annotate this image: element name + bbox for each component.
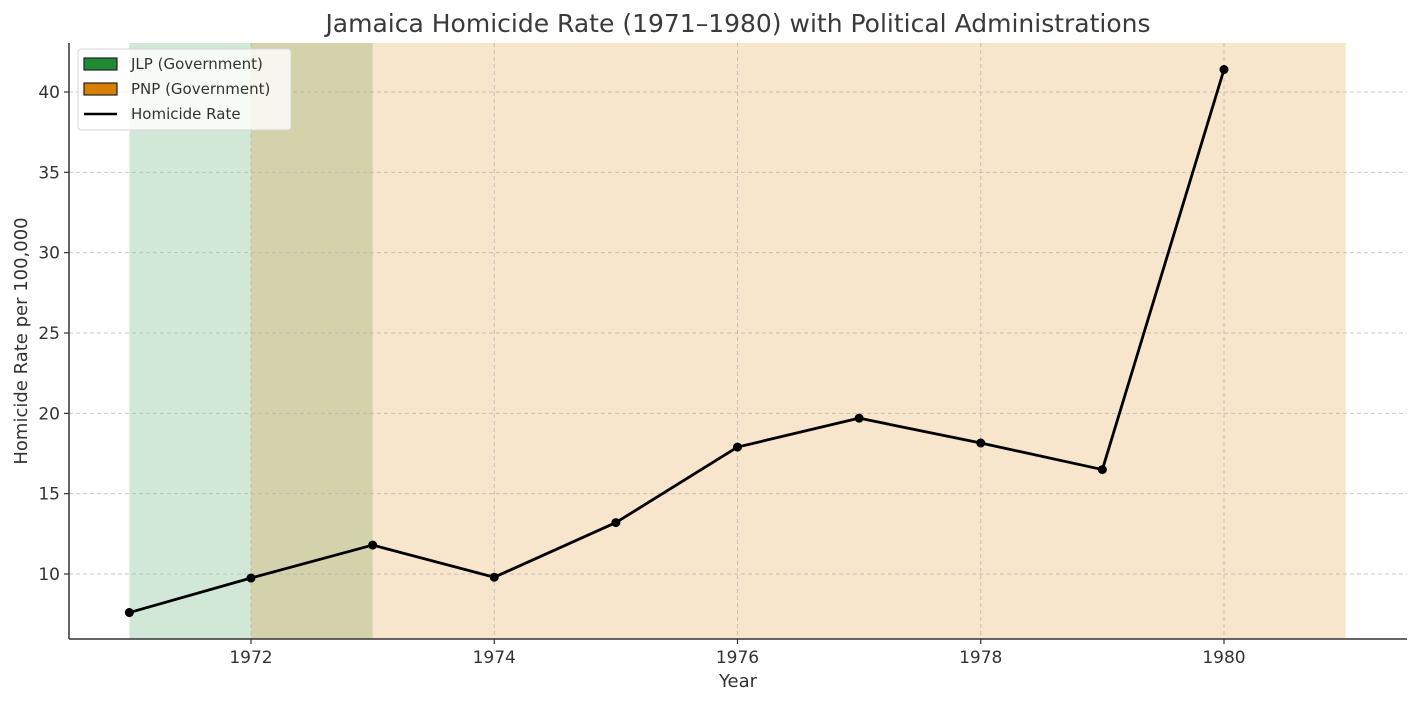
chart-title: Jamaica Homicide Rate (1971–1980) with P… bbox=[323, 9, 1150, 38]
legend-swatch-pnp bbox=[83, 82, 118, 96]
legend-label-homicide: Homicide Rate bbox=[131, 105, 241, 123]
legend-swatch-jlp bbox=[83, 57, 118, 71]
data-point bbox=[854, 413, 864, 423]
y-tick-label: 10 bbox=[38, 565, 60, 585]
data-point bbox=[124, 608, 134, 618]
y-tick-label: 40 bbox=[38, 83, 60, 103]
y-axis-label: Homicide Rate per 100,000 bbox=[11, 217, 32, 464]
x-tick-label: 1974 bbox=[473, 648, 516, 668]
y-tick-label: 20 bbox=[38, 404, 60, 424]
data-point bbox=[246, 573, 256, 583]
legend-label-jlp: JLP (Government) bbox=[130, 55, 263, 73]
y-tick-label: 30 bbox=[38, 244, 60, 264]
legend: JLP (Government) PNP (Government) Homici… bbox=[77, 48, 292, 131]
x-tick-label: 1976 bbox=[716, 648, 759, 668]
y-tick-label: 15 bbox=[38, 485, 60, 505]
x-axis-label: Year bbox=[718, 671, 758, 692]
grid-lines bbox=[69, 43, 1407, 639]
y-tick-label: 25 bbox=[38, 324, 60, 344]
data-point bbox=[1097, 465, 1107, 475]
data-point bbox=[733, 442, 742, 452]
legend-label-pnp: PNP (Government) bbox=[131, 80, 270, 98]
span-pnp bbox=[251, 43, 1346, 639]
x-tick-label: 1980 bbox=[1202, 648, 1245, 668]
x-tick-label: 1972 bbox=[229, 648, 272, 668]
data-point bbox=[976, 438, 986, 448]
data-point bbox=[611, 518, 621, 528]
axes: 10 15 20 25 30 35 40 1972 1974 1976 1978 1980 bbox=[38, 43, 1407, 668]
data-point bbox=[368, 540, 378, 550]
data-point bbox=[489, 572, 499, 582]
data-point bbox=[1219, 65, 1229, 75]
y-tick-label: 35 bbox=[38, 163, 60, 183]
shaded-spans bbox=[129, 43, 1346, 639]
x-tick-label: 1978 bbox=[959, 648, 1002, 668]
homicide-rate-series bbox=[124, 65, 1229, 618]
